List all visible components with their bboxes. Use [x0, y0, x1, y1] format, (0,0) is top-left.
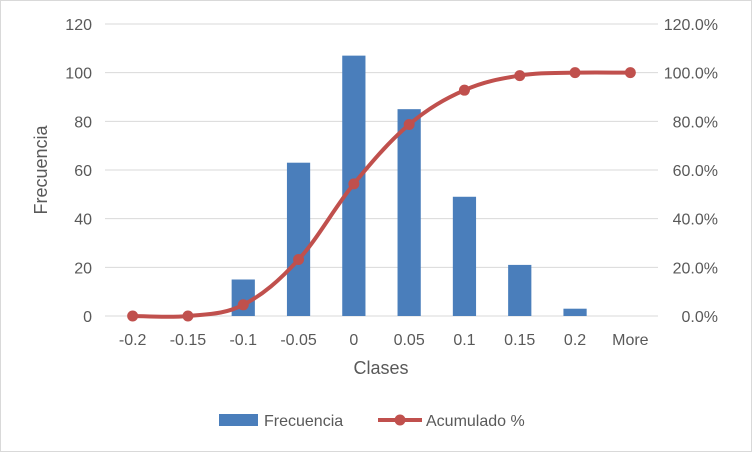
y-tick-label: 80: [74, 114, 92, 131]
x-tick-label: 0.1: [453, 332, 475, 349]
line-marker: [624, 67, 636, 79]
line-marker: [293, 254, 305, 266]
y-tick-label: 20: [74, 260, 92, 277]
x-tick-label: 0.2: [564, 332, 586, 349]
bar-series: [231, 55, 587, 317]
y2-tick-label: 100.0%: [664, 66, 718, 83]
y-tick-label: 40: [74, 212, 92, 229]
legend-bar-swatch: [219, 414, 258, 426]
y2-tick-label: 20.0%: [673, 260, 718, 277]
line-marker: [403, 118, 415, 130]
line-marker: [569, 67, 581, 79]
y2-tick-label: 0.0%: [682, 309, 718, 326]
bar: [452, 196, 477, 316]
bar: [508, 264, 532, 316]
x-tick-label: 0.15: [504, 332, 535, 349]
legend: Frecuencia Acumulado %: [219, 413, 525, 430]
x-tick-label: 0: [349, 332, 358, 349]
line-marker: [458, 84, 470, 96]
right-axis-ticks: 0.0% 20.0% 40.0% 60.0% 80.0% 100.0% 120.0%: [664, 17, 718, 326]
x-tick-label: 0.05: [394, 332, 425, 349]
left-axis-ticks: 0 20 40 60 80 100 120: [65, 17, 92, 326]
x-axis-ticks: -0.2 -0.15 -0.1 -0.05 0 0.05 0.1 0.15 0.2 More: [119, 332, 649, 349]
line-marker: [514, 70, 526, 82]
x-tick-label: -0.2: [119, 332, 147, 349]
y2-tick-label: 60.0%: [673, 163, 718, 180]
line-series: [127, 67, 636, 322]
y2-tick-label: 120.0%: [664, 17, 718, 34]
y-axis-title: Frecuencia: [31, 124, 51, 214]
y2-tick-label: 80.0%: [673, 114, 718, 131]
x-tick-label: More: [612, 332, 649, 349]
x-tick-label: -0.05: [280, 332, 317, 349]
x-tick-label: -0.15: [170, 332, 207, 349]
bar: [397, 109, 421, 317]
legend-bar-label: Frecuencia: [264, 413, 343, 430]
y-tick-label: 0: [83, 309, 92, 326]
bar: [563, 308, 587, 316]
x-axis-title: Clases: [353, 358, 408, 378]
legend-line-marker: [394, 414, 406, 426]
x-tick-label: -0.1: [229, 332, 257, 349]
cumulative-line: [132, 70, 631, 319]
y-tick-label: 100: [65, 66, 92, 83]
line-marker: [182, 310, 194, 322]
line-marker: [127, 310, 139, 322]
y-tick-label: 120: [65, 17, 92, 34]
line-marker: [348, 178, 360, 190]
line-marker: [237, 299, 249, 311]
y-tick-label: 60: [74, 163, 92, 180]
bar: [286, 162, 311, 316]
legend-line-label: Acumulado %: [426, 413, 525, 430]
y2-tick-label: 40.0%: [673, 212, 718, 229]
